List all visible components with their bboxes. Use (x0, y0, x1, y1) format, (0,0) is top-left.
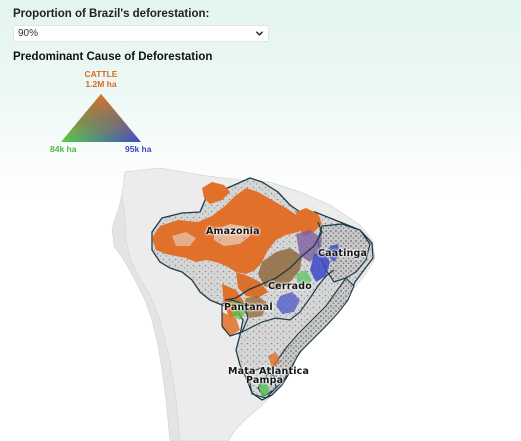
matopiba-soy-area (310, 252, 330, 282)
southern-green-area (258, 382, 270, 398)
cerrado-mixed-area (258, 248, 302, 290)
mata-atlantica-biome (257, 277, 355, 397)
legend-top-value: 1.2M ha (85, 79, 117, 89)
legend-left-value: 84k ha (50, 144, 77, 154)
label-amazonia: Amazonia (206, 226, 260, 237)
pantanal-orange-area (222, 312, 240, 336)
cerrado-green-area (296, 270, 312, 288)
caatinga-soy-area (328, 244, 340, 262)
atlantic-orange-area (268, 352, 280, 368)
brazil-map[interactable] (0, 160, 521, 441)
legend-top-name: CATTLE (84, 69, 118, 79)
amazonia-forest-remnant (214, 224, 250, 246)
legend-title: Predominant Cause of Deforestation (13, 51, 213, 63)
label-cerrado: Cerrado (268, 281, 312, 292)
legend-right-value: 95k ha (125, 144, 152, 154)
cerrado-mixed-area (242, 296, 268, 318)
amazonia-forest-remnant (172, 232, 196, 246)
legend-triangle (61, 94, 141, 142)
amazonia-speckles (175, 209, 283, 241)
label-pampa: Pampa (246, 375, 284, 386)
amazonia-cattle-south (236, 272, 268, 298)
proportion-label: Proportion of Brazil's deforestation: (13, 8, 210, 20)
chevron-down-icon (256, 31, 263, 36)
label-caatinga: Caatinga (318, 248, 368, 259)
pacific-coast-land (111, 194, 181, 441)
label-mata-atlantica: Mata Atlantica (228, 366, 310, 377)
cerrado-soy-area (276, 292, 300, 314)
pantanal-border (221, 299, 249, 337)
proportion-select[interactable]: 90% (13, 25, 269, 42)
pampa-border (247, 367, 277, 399)
caatinga-biome (317, 223, 371, 283)
amazonia-cattle-north (202, 182, 230, 204)
amazonia-border (224, 221, 323, 301)
pantanal-green-area (232, 300, 246, 320)
label-pantanal: Pantanal (224, 302, 273, 313)
cerrado-border (237, 269, 335, 335)
amazonia-cattle-east (296, 208, 322, 236)
proportion-value: 90% (18, 28, 39, 39)
legend-top-label: CATTLE 1.2M ha (75, 69, 127, 89)
